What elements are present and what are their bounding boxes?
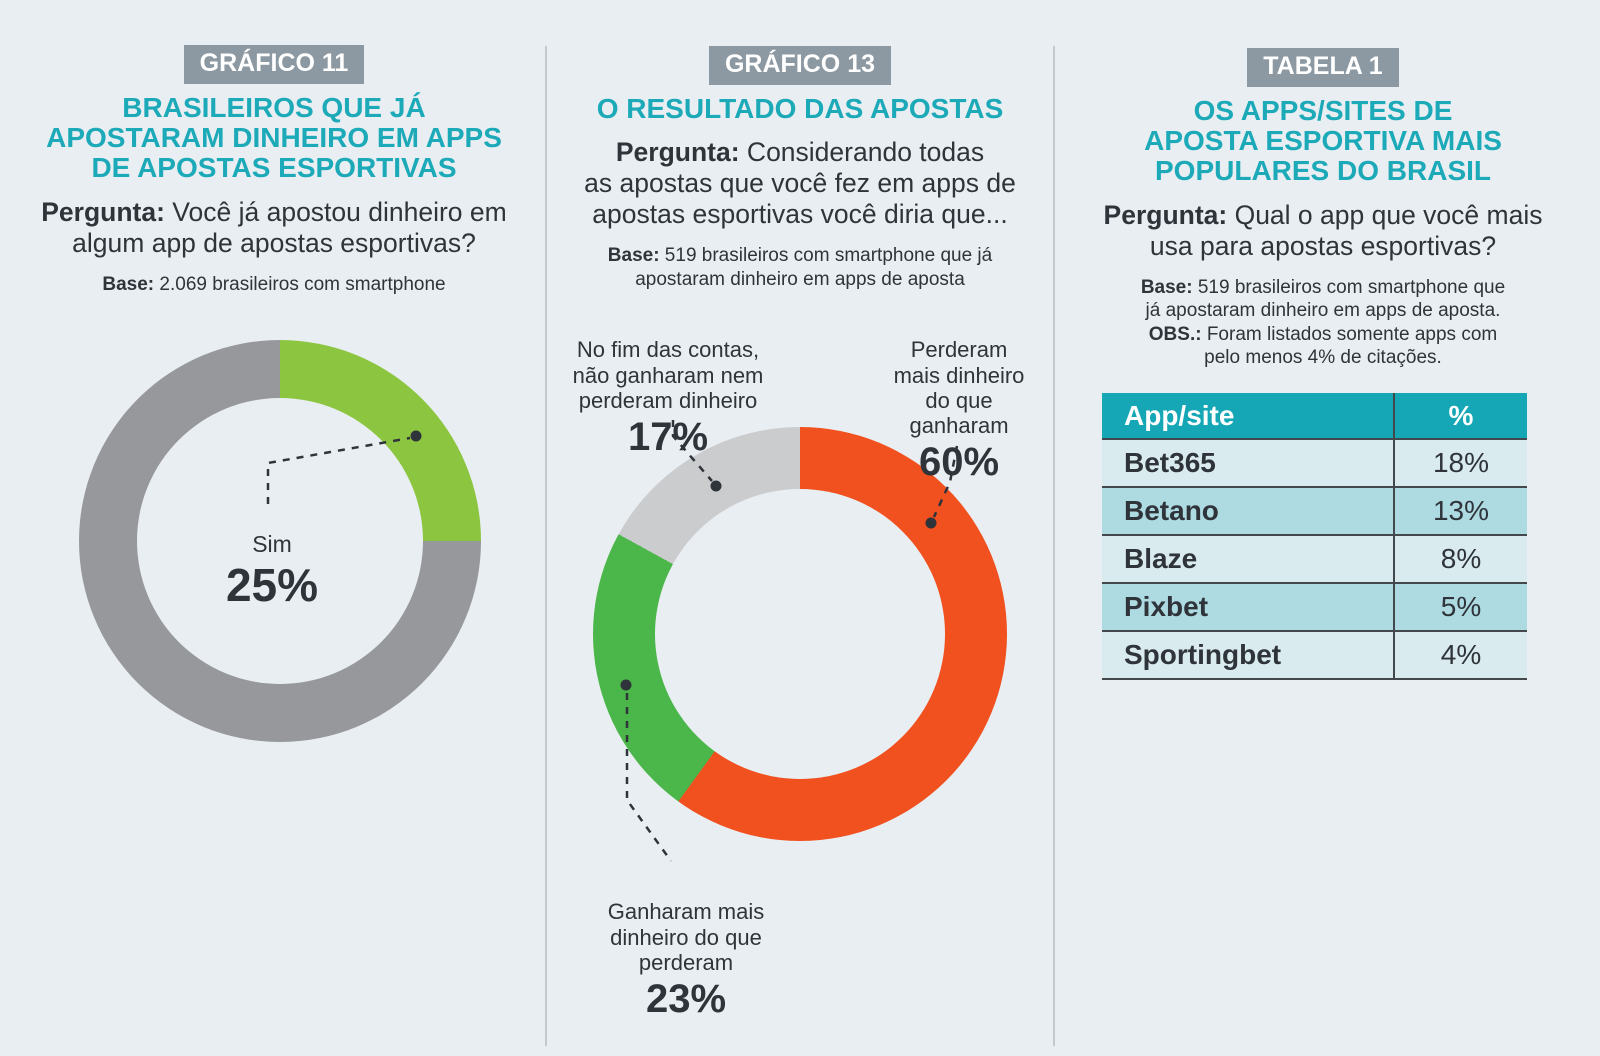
table-row: Pixbet 5%: [1102, 584, 1527, 632]
segment-name: Ganharam mais dinheiro do que perderam: [607, 899, 765, 975]
table-cell-app: Sportingbet: [1102, 632, 1395, 678]
table-row: Betano 13%: [1102, 488, 1527, 536]
panel-separator: [1053, 46, 1055, 1046]
panel-grafico-13: GRÁFICO 13 O RESULTADO DAS APOSTAS Pergu…: [553, 0, 1047, 291]
segment-label-perderam: Perderam mais dinheiro do que ganharam 6…: [874, 312, 1044, 509]
note-text: Foram listados somente apps com pelo men…: [1204, 323, 1498, 369]
panel-title: BRASILEIROS QUE JÁ APOSTARAM DINHEIRO EM…: [46, 92, 502, 184]
panel-note: Base: 519 brasileiros com smartphone que…: [553, 244, 1047, 291]
table-cell-app: Blaze: [1102, 536, 1395, 582]
panel-note: OBS.: Foram listados somente apps com pe…: [1061, 323, 1585, 370]
question-text: Considerando todas as apostas que você f…: [584, 137, 1016, 230]
panel-grafico-11: GRÁFICO 11 BRASILEIROS QUE JÁ APOSTARAM …: [18, 0, 530, 296]
segment-name: No fim das contas, não ganharam nem perd…: [572, 337, 764, 413]
table-cell-app: Betano: [1102, 488, 1395, 534]
note-text: 519 brasileiros com smartphone que já ap…: [1145, 276, 1506, 322]
table-cell-app: Bet365: [1102, 440, 1395, 486]
segment-label-empate: No fim das contas, não ganharam nem perd…: [556, 312, 780, 483]
segment-name: Sim: [252, 531, 292, 558]
question-label: Pergunta:: [41, 196, 165, 227]
segment-label-sim: Sim 25%: [192, 505, 352, 636]
panel-badge: TABELA 1: [1247, 48, 1399, 87]
table-cell-app: Pixbet: [1102, 584, 1395, 630]
segment-label-ganharam: Ganharam mais dinheiro do que perderam 2…: [586, 874, 786, 1045]
table-row: Sportingbet 4%: [1102, 632, 1527, 680]
question-text: Qual o app que você mais usa para aposta…: [1149, 199, 1543, 261]
panel-note: Base: 519 brasileiros com smartphone que…: [1061, 276, 1585, 323]
note-label: Base:: [102, 273, 155, 295]
segment-percent: 23%: [645, 977, 727, 1022]
panel-note: Base: 2.069 brasileiros com smartphone: [18, 273, 530, 297]
panel-badge: GRÁFICO 13: [708, 46, 892, 85]
note-label: OBS.:: [1148, 323, 1202, 345]
note-text: 2.069 brasileiros com smartphone: [154, 273, 446, 295]
panel-badge: GRÁFICO 11: [183, 45, 365, 84]
question-label: Pergunta:: [615, 137, 740, 168]
table-row: Blaze 8%: [1102, 536, 1527, 584]
segment-percent: 25%: [225, 558, 319, 611]
table-cell-percent: 5%: [1440, 591, 1482, 622]
question-text: Você já apostou dinheiro em algum app de…: [72, 196, 507, 258]
segment-percent: 60%: [918, 440, 1000, 485]
panel-question: Pergunta: Você já apostou dinheiro em al…: [18, 197, 530, 259]
table-cell-percent: 8%: [1440, 543, 1482, 574]
segment-name: Perderam mais dinheiro do que ganharam: [893, 337, 1025, 439]
panel-question: Pergunta: Considerando todas as apostas …: [553, 137, 1047, 230]
panel-title: O RESULTADO DAS APOSTAS: [596, 93, 1004, 124]
segment-percent: 17%: [627, 415, 709, 460]
table-row: Bet365 18%: [1102, 440, 1527, 488]
table-header-percent: %: [1448, 399, 1474, 431]
table-header-app: App/site: [1102, 393, 1395, 438]
panel-title: OS APPS/SITES DE APOSTA ESPORTIVA MAIS P…: [1144, 95, 1502, 187]
table-header-row: App/site %: [1102, 393, 1527, 440]
note-label: Base:: [607, 245, 660, 267]
table-cell-percent: 13%: [1432, 495, 1490, 526]
note-text: 519 brasileiros com smartphone que já ap…: [635, 245, 993, 290]
donut-chart-resultado: [593, 427, 1007, 841]
apps-table: App/site % Bet365 18% Betano 13% Blaze 8% Pixb…: [1102, 393, 1527, 680]
panel-question: Pergunta: Qual o app que você mais usa p…: [1061, 200, 1585, 262]
question-label: Pergunta:: [1103, 199, 1228, 230]
panel-separator: [545, 46, 547, 1046]
table-cell-percent: 4%: [1440, 639, 1482, 670]
note-label: Base:: [1140, 276, 1193, 298]
panel-tabela-1: TABELA 1 OS APPS/SITES DE APOSTA ESPORTI…: [1061, 0, 1585, 370]
table-cell-percent: 18%: [1432, 447, 1490, 478]
